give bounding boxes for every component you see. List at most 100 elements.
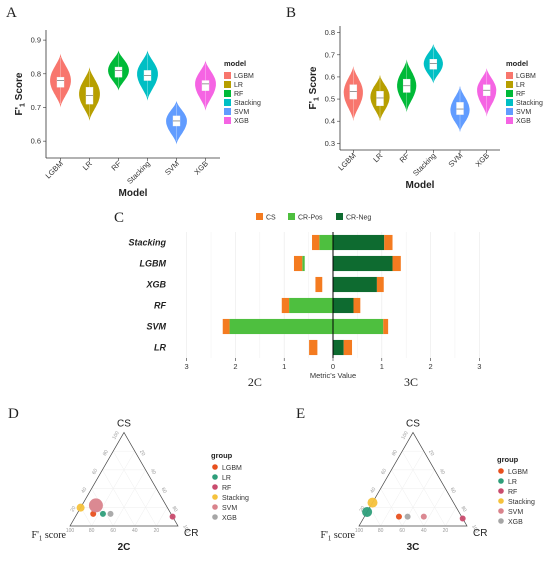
legend-label-svm: SVM — [222, 505, 237, 512]
x-tick-label: 0 — [331, 362, 335, 371]
point-svm — [88, 498, 103, 513]
tick-label-f1: 100 — [355, 528, 364, 534]
x-axis-title: Model — [406, 180, 435, 191]
panel-letter-d: D — [8, 406, 19, 422]
tick-label-cs: 60 — [91, 468, 99, 476]
legend-swatch-xgb — [224, 117, 231, 124]
triangle-outline — [69, 431, 179, 527]
x-tick-label-lr: LR — [81, 159, 95, 173]
legend-swatch-stacking — [224, 99, 231, 106]
corner-label-left: F'1 score — [321, 530, 356, 543]
legend-swatch-cr-neg — [336, 213, 343, 220]
x-tick-label-lgbm: LGBM — [44, 159, 65, 180]
legend-swatch-svm — [224, 108, 231, 115]
legend-label-lgbm: LGBM — [234, 73, 254, 80]
legend-marker-stacking — [498, 498, 504, 504]
legend-swatch-lr — [224, 81, 231, 88]
side-label-right: 3C — [404, 375, 418, 389]
corner-label-left-f: F' — [32, 530, 40, 541]
tick-label-cs: 20 — [70, 505, 78, 513]
x-tick-label-xgb: XGB — [474, 151, 492, 169]
panel-letter-a: A — [6, 5, 17, 21]
tick-label-cs: 80 — [102, 449, 110, 457]
corner-label-left-rest: score — [42, 530, 66, 541]
point-rf — [459, 515, 466, 522]
corner-label-left: F'1 score — [32, 530, 67, 543]
legend-marker-lr — [212, 474, 218, 480]
grid-line — [102, 469, 136, 527]
grid-line — [156, 507, 168, 527]
y-axis-title-sub: 1 — [20, 103, 27, 107]
y-tick-label: 0.8 — [31, 69, 41, 78]
x-tick-label-lr: LR — [371, 151, 385, 165]
legend-label-lr: LR — [516, 82, 525, 89]
bar-left-cr-pos-stacking — [319, 234, 333, 251]
x-tick-label-rf: RF — [398, 151, 412, 165]
legend-label-rf: RF — [234, 91, 243, 98]
bar-right-cr-neg-lr — [333, 339, 344, 356]
panel-letter-e: E — [296, 406, 305, 422]
box-xgb — [201, 80, 210, 91]
point-stacking — [367, 497, 378, 508]
panel-letter-c: C — [114, 210, 124, 226]
corner-label-left-rest: score — [331, 530, 355, 541]
tick-label-cs: 60 — [380, 468, 388, 476]
corner-label-top: CS — [406, 418, 420, 429]
bar-right-cr-pos-svm — [333, 318, 384, 335]
y-tick-label: 0.4 — [325, 117, 335, 126]
x-tick-label-xgb: XGB — [192, 159, 210, 177]
legend-marker-xgb — [498, 518, 504, 524]
category-label-stacking: Stacking — [128, 238, 166, 248]
y-tick-label: 0.3 — [325, 139, 335, 148]
y-tick-label: 0.9 — [31, 36, 41, 45]
x-tick-label-rf: RF — [109, 159, 123, 173]
x-axis-title: Metric's Value — [310, 371, 356, 380]
tick-label-f1: 40 — [421, 528, 427, 534]
panel-letter-b: B — [286, 5, 296, 21]
category-label-lgbm: LGBM — [140, 259, 167, 269]
tick-label-cr: 80 — [459, 505, 467, 513]
bar-left-cs-stacking — [312, 234, 320, 251]
grid-line — [134, 488, 157, 527]
point-xgb — [107, 510, 114, 517]
tick-label-cr: 20 — [138, 449, 146, 457]
legend-label-svm: SVM — [516, 109, 531, 116]
bar-right-cs-lgbm — [392, 255, 401, 272]
y-tick-label: 0.7 — [31, 103, 41, 112]
legend-label-lgbm: LGBM — [508, 469, 528, 476]
legend-label-xgb: XGB — [508, 519, 523, 526]
bar-right-cs-rf — [353, 297, 361, 314]
bar-left-cs-xgb — [315, 276, 323, 293]
legend-marker-lr — [498, 478, 504, 484]
grid-line — [380, 488, 403, 527]
caption: 2C — [118, 542, 131, 553]
legend-swatch-lgbm — [506, 72, 513, 79]
box-stacking — [429, 59, 438, 70]
category-label-lr: LR — [154, 343, 166, 353]
tick-label-f1: 40 — [132, 528, 138, 534]
tick-label-f1: 20 — [154, 528, 160, 534]
legend-label-cr-neg: CR-Neg — [346, 215, 371, 222]
x-tick-label-stacking: Stacking — [411, 151, 438, 178]
legend-swatch-svm — [506, 108, 513, 115]
box-svm — [456, 102, 464, 115]
tick-label-cs: 40 — [369, 486, 377, 494]
legend-title: model — [506, 59, 528, 68]
category-label-svm: SVM — [146, 322, 166, 332]
y-axis-title-f: F' — [14, 107, 25, 116]
category-label-rf: RF — [154, 301, 166, 311]
y-axis-title-f: F' — [308, 101, 319, 110]
bar-right-cs-xgb — [376, 276, 384, 293]
y-axis-title-sub: 1 — [314, 97, 321, 101]
corner-label-right: CR — [184, 528, 198, 539]
legend-swatch-cs — [256, 213, 263, 220]
grid-line — [391, 469, 425, 527]
side-label-left: 2C — [248, 375, 262, 389]
y-axis-title-rest: Score — [308, 66, 319, 97]
legend-label-stacking: Stacking — [516, 100, 543, 107]
legend-label-lr: LR — [234, 82, 243, 89]
legend-label-stacking: Stacking — [508, 499, 535, 506]
